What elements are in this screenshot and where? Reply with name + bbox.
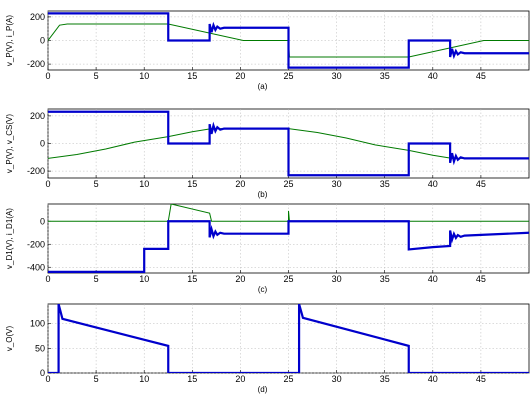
panel-d-x-tick-label: 25 [283, 374, 293, 384]
panel-d-y-tick-label: 50 [35, 343, 45, 353]
panel-a-y-tick-label: 200 [30, 12, 45, 22]
panel-a-series-line-blue [48, 12, 529, 69]
panel-c-x-tick-label: 20 [235, 274, 245, 284]
panel-c-x-tick-label: 40 [428, 274, 438, 284]
panel-a-x-tick-label: 30 [332, 71, 342, 81]
panel-b-y-axis-label: v_P(V), v_CS(V) [5, 114, 14, 173]
panel-b-x-tick-label: 35 [380, 179, 390, 189]
panel-a-x-tick-label: 35 [380, 71, 390, 81]
panel-a-y-tick-label: 0 [40, 36, 45, 46]
panel-b-caption: (b) [258, 190, 268, 199]
panel-d-x-tick-label: 30 [332, 374, 342, 384]
panel-c-x-tick-label: 0 [45, 274, 50, 284]
panel-d-x-tick-label: 10 [139, 374, 149, 384]
panel-a-caption: (a) [258, 82, 268, 91]
panel-c: 0 5 10 15 20 25 30 35 40 45 -400 -200 0 v_D1(V), i_D1… [5, 203, 530, 294]
panel-a-x-tick-label: 0 [45, 71, 50, 81]
panel-c-y-tick-label: -400 [27, 262, 45, 272]
panel-d-caption: (d) [258, 385, 268, 394]
panel-b-x-tick-label: 30 [332, 179, 342, 189]
panel-d-y-tick-label: 0 [40, 368, 45, 378]
panel-c-x-tick-label: 45 [476, 274, 486, 284]
panel-c-y-tick-label: 0 [40, 216, 45, 226]
panel-b-x-tick-label: 25 [283, 179, 293, 189]
panel-a-x-tick-label: 20 [235, 71, 245, 81]
panel-c-x-tick-label: 15 [187, 274, 197, 284]
panel-b-y-tick-label: -200 [27, 166, 45, 176]
panel-c-y-tick-label: -200 [27, 239, 45, 249]
panel-d-x-tick-label: 15 [187, 374, 197, 384]
panel-c-x-tick-label: 35 [380, 274, 390, 284]
panel-d-plot-area [47, 303, 530, 374]
panel-c-caption: (c) [258, 285, 268, 294]
panel-d-y-tick-label: 100 [30, 319, 45, 329]
panel-b-y-tick-label: 0 [40, 139, 45, 149]
panel-a-x-tick-label: 5 [94, 71, 99, 81]
panel-b-x-tick-label: 15 [187, 179, 197, 189]
panel-d: 0 5 10 15 20 25 30 35 40 45 0 50 100 v_O(V) (d) [5, 303, 530, 394]
panel-b-x-tick-label: 20 [235, 179, 245, 189]
panel-c-series-line-blue [48, 220, 529, 273]
panel-c-y-axis-label: v_D1(V), i_D1(A) [5, 208, 14, 269]
panel-b-x-tick-label: 45 [476, 179, 486, 189]
panel-c-x-tick-label: 10 [139, 274, 149, 284]
panel-a-x-tick-label: 25 [283, 71, 293, 81]
panel-c-x-tick-label: 25 [283, 274, 293, 284]
panel-a-x-tick-label: 15 [187, 71, 197, 81]
panel-d-x-tick-label: 45 [476, 374, 486, 384]
panel-d-x-tick-label: 5 [94, 374, 99, 384]
panel-a-y-tick-label: -200 [27, 59, 45, 69]
panel-b-x-tick-label: 40 [428, 179, 438, 189]
panel-d-series-line-blue [48, 304, 529, 373]
panel-d-x-tick-label: 20 [235, 374, 245, 384]
panel-b-y-tick-label: 200 [30, 111, 45, 121]
panel-c-x-tick-label: 30 [332, 274, 342, 284]
panel-a-x-tick-label: 45 [476, 71, 486, 81]
panel-c-x-tick-label: 5 [94, 274, 99, 284]
panel-a-x-tick-label: 40 [428, 71, 438, 81]
panel-b-series-line-blue [48, 110, 529, 177]
panel-d-x-tick-label: 40 [428, 374, 438, 384]
panel-d-y-axis-label: v_O(V) [5, 326, 14, 352]
panel-b-x-tick-label: 10 [139, 179, 149, 189]
panel-b-x-tick-label: 5 [94, 179, 99, 189]
panel-a-y-axis-label: v_P(V), i_P(A) [5, 15, 14, 66]
panel-a-x-tick-label: 10 [139, 71, 149, 81]
panel-d-x-tick-label: 35 [380, 374, 390, 384]
panel-b-x-tick-label: 0 [45, 179, 50, 189]
panel-d-x-tick-label: 0 [45, 374, 50, 384]
